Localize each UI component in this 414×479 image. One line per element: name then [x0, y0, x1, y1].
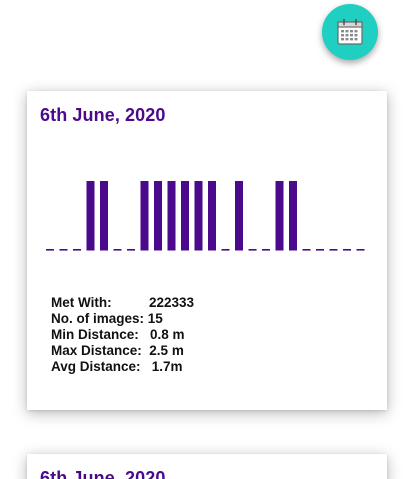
timeline-dash	[262, 249, 270, 251]
max-distance-value: 2.5 m	[149, 343, 184, 358]
timeline-dash	[356, 249, 365, 251]
timeline-bar	[86, 181, 95, 251]
timeline-dash	[302, 249, 311, 251]
stat-avg-distance: Avg Distance: 1.7m	[51, 359, 194, 375]
timeline-bar	[167, 181, 176, 251]
stat-images: No. of images: 15	[51, 311, 194, 327]
timeline-dash	[316, 249, 324, 251]
timeline-bar	[154, 181, 162, 251]
timeline-bar	[181, 181, 189, 251]
timeline-dash	[248, 249, 257, 251]
min-distance-label: Min Distance:	[51, 327, 151, 342]
met-with-value: 222333	[149, 295, 195, 310]
timeline-dash	[59, 249, 68, 251]
timeline-bar	[100, 181, 108, 251]
calendar-button[interactable]	[322, 4, 378, 60]
stat-min-distance: Min Distance: 0.8 m	[51, 327, 194, 343]
avg-distance-value: 1.7m	[151, 359, 183, 374]
timeline-bar	[289, 181, 297, 251]
day-summary-card[interactable]: 6th June, 2020	[27, 454, 387, 479]
timeline-bar	[275, 181, 284, 251]
card-date: 6th June, 2020	[40, 105, 166, 125]
images-value: 15	[147, 311, 163, 326]
max-distance-label: Max Distance:	[51, 343, 150, 358]
timeline-dash	[127, 249, 135, 251]
contact-timeline	[46, 181, 365, 251]
timeline-bar	[235, 181, 243, 251]
timeline-dash	[73, 249, 81, 251]
min-distance-value: 0.8 m	[150, 327, 185, 342]
day-summary-card[interactable]: 6th June, 2020 Met With: 222333 No. of im…	[27, 91, 387, 410]
timeline-bar	[140, 181, 149, 251]
timeline-dash	[113, 249, 122, 251]
calendar-icon	[335, 17, 365, 47]
timeline-dash	[46, 249, 54, 251]
stat-met-with: Met With: 222333	[51, 295, 194, 311]
timeline-dash	[343, 249, 351, 251]
timeline-dash	[329, 249, 338, 251]
timeline-dash	[221, 249, 230, 251]
stat-max-distance: Max Distance: 2.5 m	[51, 343, 194, 359]
timeline-bar	[194, 181, 203, 251]
avg-distance-label: Avg Distance:	[51, 359, 152, 374]
stats-block: Met With: 222333 No. of images: 15 Min Di…	[51, 295, 194, 375]
card-date: 6th June, 2020	[40, 468, 166, 479]
timeline-bar	[208, 181, 216, 251]
images-label: No. of images:	[51, 311, 148, 326]
met-with-label: Met With:	[51, 295, 112, 310]
